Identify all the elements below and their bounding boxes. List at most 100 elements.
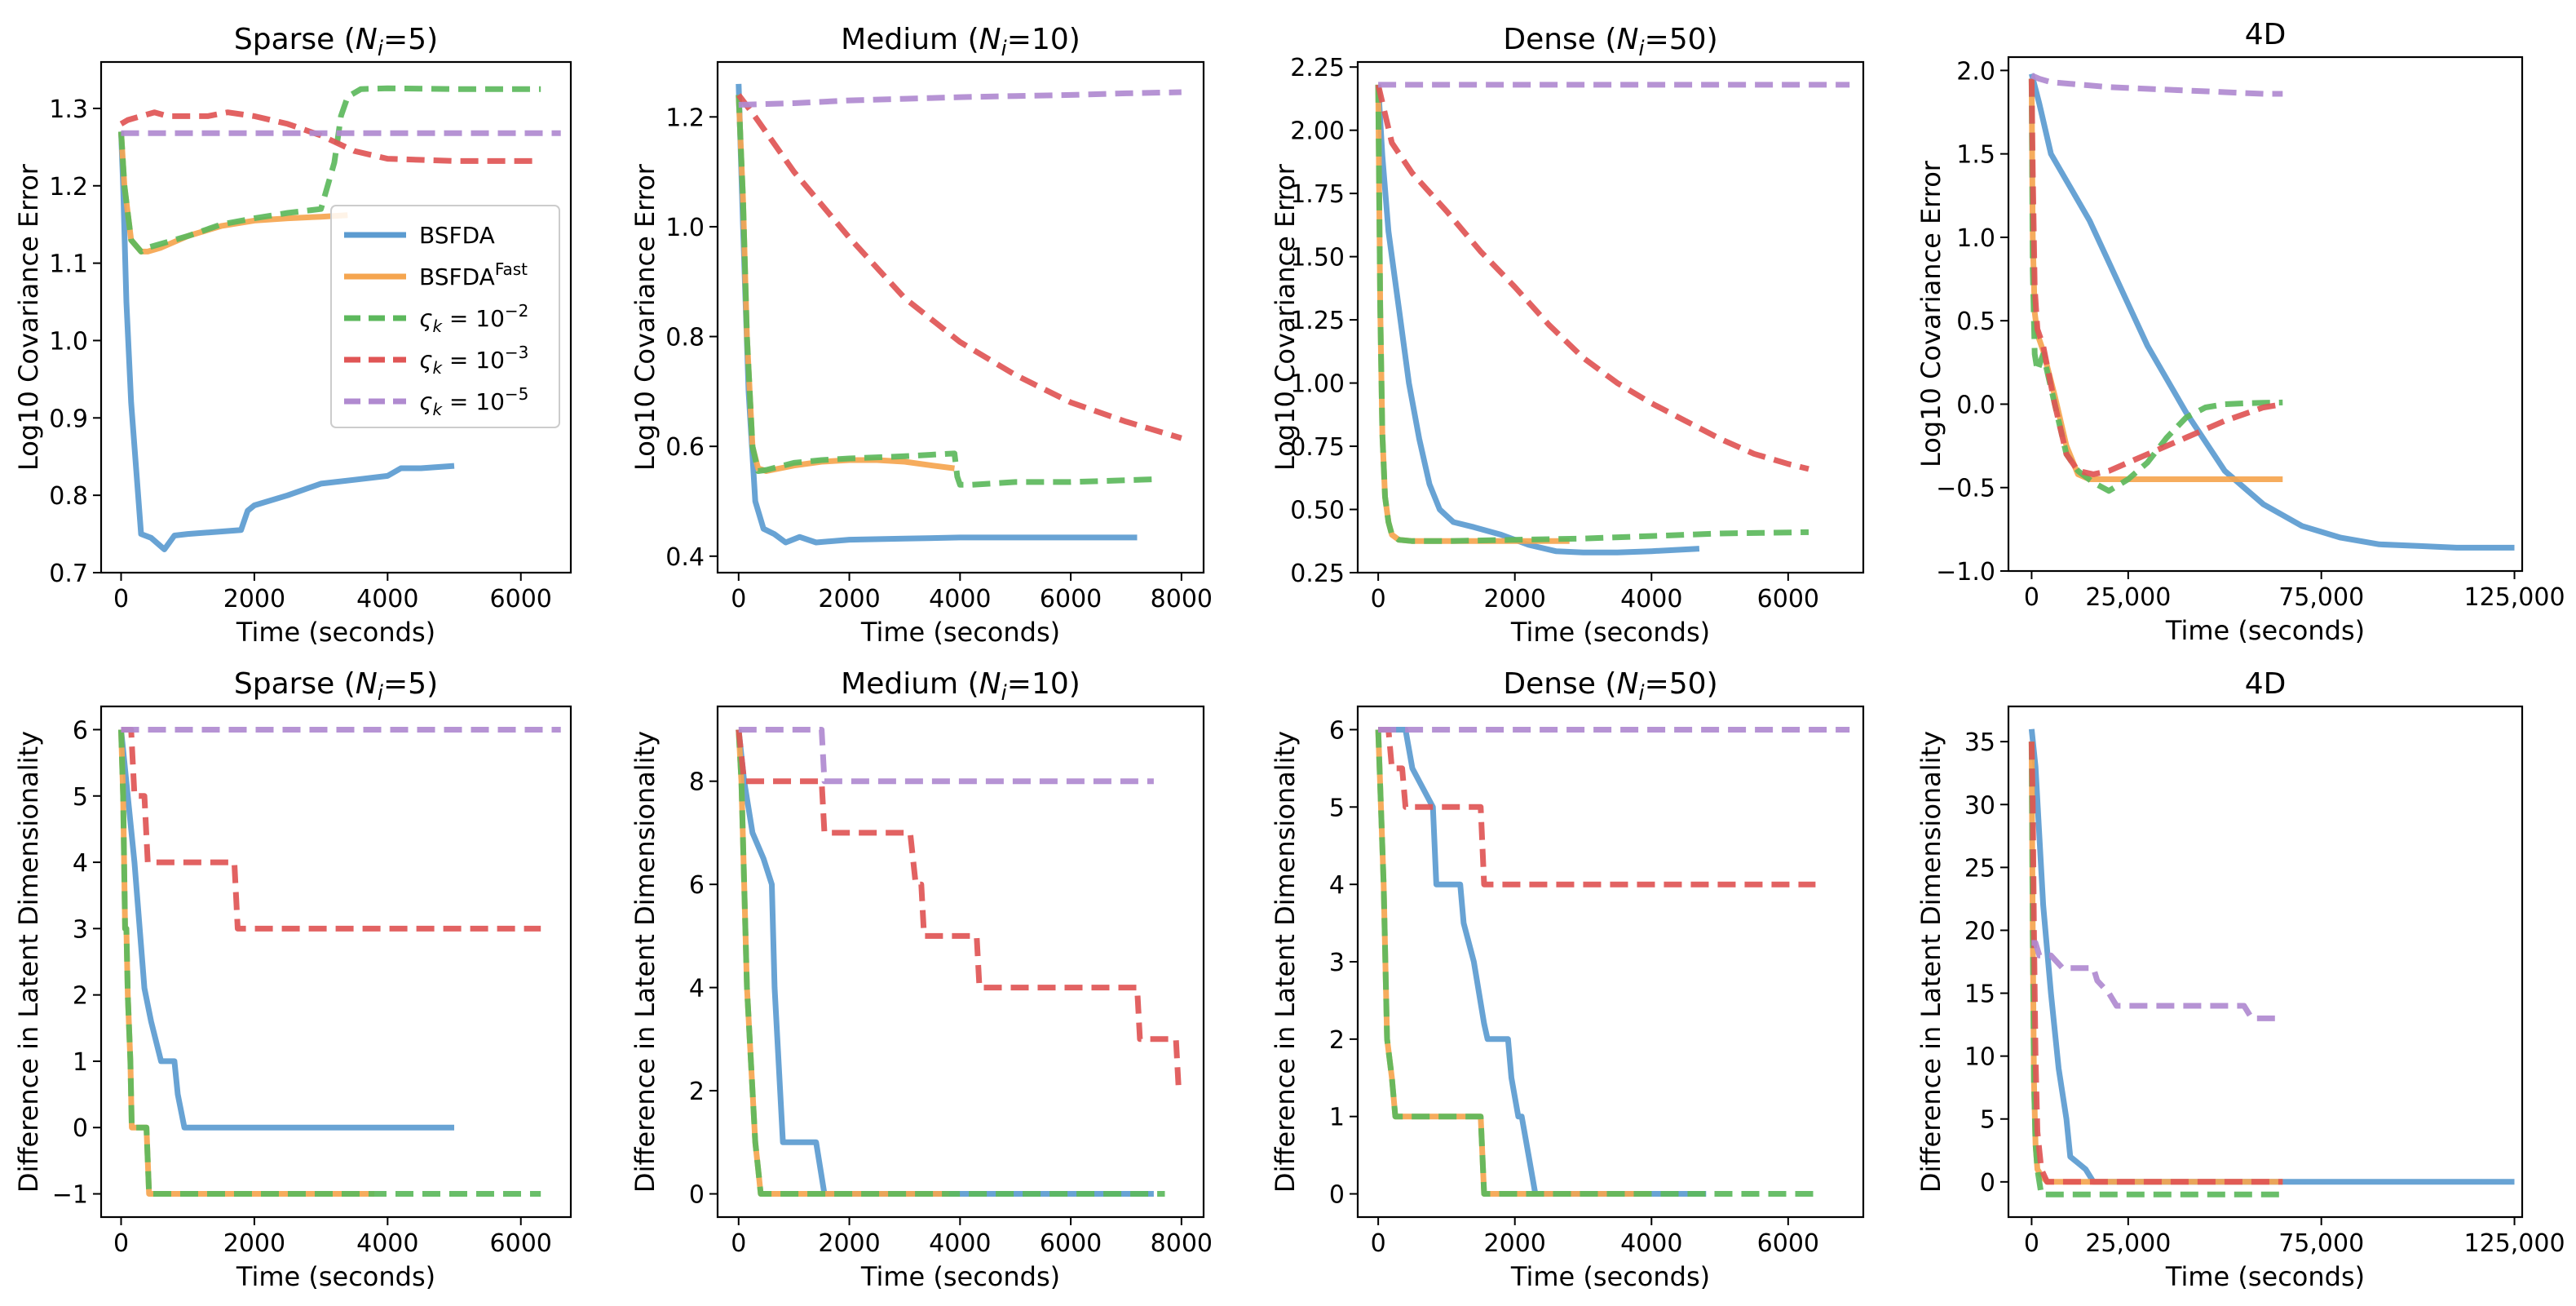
y-tick-label: 1.2 xyxy=(665,104,705,132)
y-tick-label: 1 xyxy=(73,1048,88,1077)
y-tick-label: 5 xyxy=(73,783,88,812)
chart-title: Dense (Ni=50) xyxy=(1503,23,1717,61)
x-tick-label: 6000 xyxy=(1757,585,1819,613)
x-tick-label: 4000 xyxy=(356,585,418,613)
y-tick-label: −1 xyxy=(52,1181,88,1210)
y-axis-label: Difference in Latent Dimensionality xyxy=(1270,731,1301,1193)
series-line-bsfda xyxy=(2029,73,2515,551)
x-tick-label: 125,000 xyxy=(2463,583,2565,612)
series-group xyxy=(736,727,1182,1197)
chart-title: Sparse (Ni=5) xyxy=(234,23,438,61)
series-line-ck-1e-3 xyxy=(736,729,1182,1094)
chart-panel-8: 0 25,000 75,000 125,000 0 5 10 15 20 25 30 35 Time (… xyxy=(1915,667,2565,1292)
x-axis-label: Time (seconds) xyxy=(2165,1261,2365,1292)
series-line-ck-1e-5 xyxy=(738,727,1154,785)
x-tick-label: 0 xyxy=(2024,583,2039,612)
series-line-ck-1e-3 xyxy=(736,93,1182,441)
series-line-ck-1e-3 xyxy=(2028,78,2283,477)
plot-frame xyxy=(1356,60,1865,574)
plot-frame xyxy=(99,705,572,1219)
y-tick-label: 1.2 xyxy=(49,173,88,201)
y-tick-label: 4 xyxy=(73,849,88,878)
y-tick-label: 0 xyxy=(1329,1181,1345,1210)
y-tick-label: 2 xyxy=(73,982,88,1011)
plot-frame xyxy=(99,60,572,574)
series-line-ck-1e-3 xyxy=(2028,742,2283,1185)
y-tick-label: 0.5 xyxy=(1956,308,1995,336)
x-tick-label: 0 xyxy=(113,585,129,613)
y-tick-label: 10 xyxy=(1964,1043,1995,1072)
y-tick-label: 0.25 xyxy=(1290,560,1345,588)
x-tick-label: 4000 xyxy=(1620,585,1682,613)
series-line-ck-1e-2 xyxy=(2028,742,2283,1198)
x-tick-label: 4000 xyxy=(929,1229,991,1258)
chart-title: 4D xyxy=(2245,18,2287,51)
y-tick-label: 1.3 xyxy=(49,95,88,124)
y-tick-label: 5 xyxy=(1980,1106,1995,1135)
x-tick-label: 75,000 xyxy=(2278,1229,2364,1258)
series-line-ck-1e-2 xyxy=(2028,78,2283,494)
y-tick-label: 6 xyxy=(689,871,705,900)
y-tick-label: 1.00 xyxy=(1290,370,1345,399)
chart-title: 4D xyxy=(2245,667,2287,701)
y-tick-label: 0.50 xyxy=(1290,497,1345,525)
y-tick-label: 4 xyxy=(689,975,705,1003)
y-tick-label: 2.00 xyxy=(1290,117,1345,146)
series-line-ck-1e-3 xyxy=(121,727,541,932)
y-tick-label: 3 xyxy=(1329,949,1345,977)
chart-panel-1: 0 2000 4000 6000 0.7 0.8 0.9 1.0 1.1 1.2 1.3 Time (… xyxy=(13,23,572,648)
series-line-bsfda xyxy=(2028,728,2515,1185)
x-tick-label: 2000 xyxy=(818,585,880,613)
y-tick-label: 0.6 xyxy=(665,433,705,462)
y-tick-label: 1.0 xyxy=(49,327,88,356)
x-axis-label: Time (seconds) xyxy=(2165,615,2365,646)
x-tick-label: 0 xyxy=(731,1229,746,1258)
legend-entry-label: BSFDAFast xyxy=(419,259,528,290)
x-axis-label: Time (seconds) xyxy=(1510,617,1710,648)
series-group xyxy=(118,85,561,552)
y-tick-label: 5 xyxy=(1329,794,1345,822)
series-line-ck-1e-5 xyxy=(738,89,1182,108)
series-line-ck-1e-2 xyxy=(736,729,1165,1197)
y-tick-label: 35 xyxy=(1964,728,1995,757)
x-tick-label: 2000 xyxy=(1484,585,1546,613)
x-axis-label: Time (seconds) xyxy=(236,617,435,648)
series-line-ck-1e-3 xyxy=(1378,727,1816,888)
series-line-ck-1e-3 xyxy=(119,109,541,164)
chart-title: Sparse (Ni=5) xyxy=(234,667,438,706)
series-line-bsfda xyxy=(1375,84,1700,556)
x-tick-label: 2000 xyxy=(1484,1229,1546,1258)
x-axis-label: Time (seconds) xyxy=(1510,1261,1710,1292)
y-tick-label: 1.75 xyxy=(1290,180,1345,209)
y-axis-label: Difference in Latent Dimensionality xyxy=(13,731,44,1193)
y-tick-label: 1.5 xyxy=(1956,141,1995,170)
x-tick-label: 6000 xyxy=(490,585,552,613)
x-tick-label: 6000 xyxy=(1757,1229,1819,1258)
series-line-ck-1e-2 xyxy=(1375,729,1816,1197)
y-tick-label: 1 xyxy=(1329,1104,1345,1132)
series-group xyxy=(1375,727,1850,1197)
series-line-ck-1e-5 xyxy=(2030,73,2283,97)
y-tick-label: 1.0 xyxy=(1956,224,1995,253)
x-tick-label: 0 xyxy=(731,585,746,613)
x-tick-label: 0 xyxy=(1371,1229,1386,1258)
y-tick-label: −0.5 xyxy=(1936,475,1995,503)
series-group xyxy=(118,727,561,1197)
y-tick-label: 30 xyxy=(1964,791,1995,820)
series-line-ck-1e-5 xyxy=(2031,940,2283,1021)
series-group xyxy=(2028,728,2515,1198)
x-tick-label: 6000 xyxy=(1040,1229,1102,1258)
y-tick-label: 0.0 xyxy=(1956,391,1995,419)
y-tick-label: 6 xyxy=(1329,716,1345,745)
y-tick-label: 0.8 xyxy=(49,482,88,511)
y-axis-label: Log10 Covariance Error xyxy=(1915,160,1946,467)
legend-frame xyxy=(330,205,560,428)
x-tick-label: 0 xyxy=(1371,585,1386,613)
y-tick-label: 2 xyxy=(689,1078,705,1106)
y-tick-label: 3 xyxy=(73,915,88,944)
series-line-ck-1e-3 xyxy=(1375,84,1809,472)
y-tick-label: 0.7 xyxy=(49,560,88,588)
y-axis-label: Log10 Covariance Error xyxy=(1270,163,1301,471)
series-line-ck-1e-2 xyxy=(118,729,541,1197)
chart-panel-6: 0 2000 4000 6000 8000 0 2 4 6 8 Time (seconds) Diff… xyxy=(630,667,1213,1292)
